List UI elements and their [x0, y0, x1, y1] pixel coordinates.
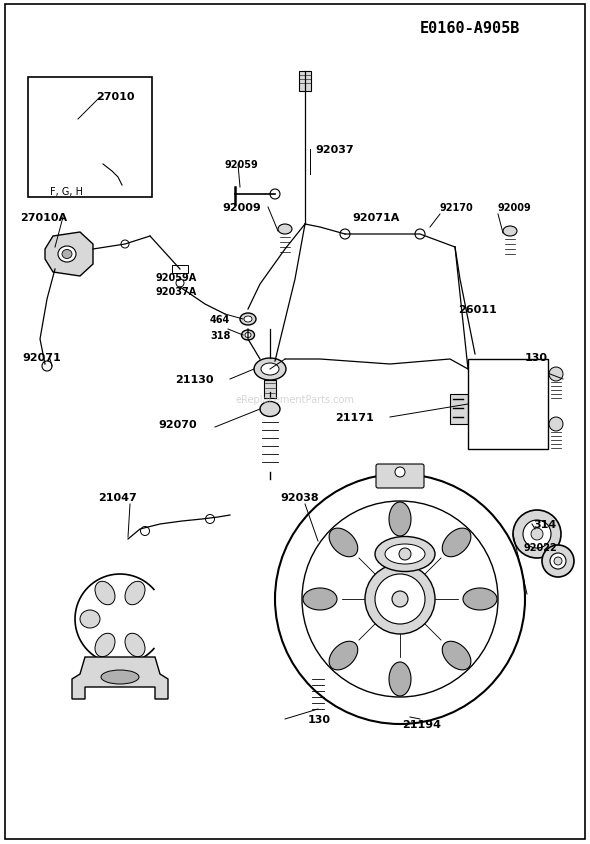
- Circle shape: [395, 468, 405, 478]
- Ellipse shape: [241, 331, 254, 341]
- Text: 464: 464: [210, 315, 230, 325]
- Bar: [28, 78, 152, 197]
- Circle shape: [549, 418, 563, 431]
- Text: 21047: 21047: [98, 492, 137, 502]
- Text: 92059A: 92059A: [155, 273, 196, 283]
- Text: 130: 130: [308, 714, 331, 724]
- Circle shape: [119, 182, 126, 189]
- Text: 92022: 92022: [524, 543, 558, 552]
- Ellipse shape: [254, 359, 286, 381]
- Ellipse shape: [101, 670, 139, 684]
- Text: 92037A: 92037A: [155, 287, 196, 296]
- Text: 21171: 21171: [335, 413, 373, 423]
- Ellipse shape: [385, 544, 425, 565]
- Ellipse shape: [389, 663, 411, 696]
- Text: 92070: 92070: [158, 419, 196, 430]
- Ellipse shape: [442, 641, 471, 670]
- Bar: [468, 360, 548, 450]
- Circle shape: [415, 230, 425, 240]
- Ellipse shape: [329, 528, 358, 557]
- Circle shape: [270, 190, 280, 200]
- Ellipse shape: [125, 582, 145, 605]
- Ellipse shape: [244, 316, 252, 322]
- Ellipse shape: [309, 669, 327, 679]
- Circle shape: [205, 515, 215, 524]
- Text: 92009: 92009: [222, 203, 261, 213]
- Bar: [299, 72, 311, 92]
- Text: 27010: 27010: [96, 92, 135, 102]
- Text: 318: 318: [210, 331, 230, 341]
- FancyBboxPatch shape: [376, 464, 424, 489]
- Circle shape: [42, 361, 52, 371]
- Ellipse shape: [375, 537, 435, 572]
- Text: 130: 130: [525, 353, 548, 363]
- Ellipse shape: [67, 132, 77, 140]
- Circle shape: [549, 368, 563, 381]
- Circle shape: [531, 528, 543, 540]
- Text: 26011: 26011: [458, 305, 497, 315]
- Text: E0160-A905B: E0160-A905B: [420, 20, 520, 35]
- Polygon shape: [52, 118, 95, 152]
- Ellipse shape: [463, 588, 497, 610]
- Circle shape: [275, 474, 525, 724]
- Circle shape: [513, 511, 561, 559]
- Ellipse shape: [442, 528, 471, 557]
- Circle shape: [523, 521, 551, 549]
- Bar: [314, 541, 322, 577]
- Circle shape: [302, 501, 498, 697]
- Bar: [172, 266, 188, 273]
- Text: 314: 314: [533, 519, 556, 529]
- Text: 92037: 92037: [315, 145, 353, 154]
- Ellipse shape: [260, 402, 280, 417]
- Circle shape: [176, 279, 184, 288]
- Circle shape: [340, 230, 350, 240]
- Ellipse shape: [64, 129, 80, 143]
- Text: 92170: 92170: [440, 203, 474, 213]
- Circle shape: [140, 527, 149, 536]
- Text: 21130: 21130: [175, 375, 214, 385]
- Bar: [450, 394, 468, 425]
- Ellipse shape: [261, 364, 279, 376]
- Ellipse shape: [245, 333, 251, 338]
- Ellipse shape: [58, 246, 76, 262]
- Text: 92009: 92009: [498, 203, 532, 213]
- Text: eReplacementParts.com: eReplacementParts.com: [235, 394, 355, 404]
- Ellipse shape: [329, 641, 358, 670]
- Ellipse shape: [62, 250, 72, 259]
- Circle shape: [392, 592, 408, 608]
- Circle shape: [542, 545, 574, 577]
- Text: F, G, H: F, G, H: [50, 187, 83, 197]
- Circle shape: [399, 549, 411, 560]
- Text: 27010A: 27010A: [20, 213, 67, 223]
- Ellipse shape: [240, 314, 256, 326]
- Polygon shape: [82, 145, 108, 170]
- Text: 21194: 21194: [402, 719, 441, 729]
- Circle shape: [365, 565, 435, 634]
- Polygon shape: [45, 233, 93, 277]
- Text: 92071: 92071: [22, 353, 61, 363]
- Text: 92059: 92059: [225, 160, 259, 170]
- Circle shape: [554, 557, 562, 565]
- Circle shape: [121, 241, 129, 249]
- Ellipse shape: [303, 588, 337, 610]
- Text: 92038: 92038: [280, 492, 319, 502]
- Circle shape: [375, 574, 425, 625]
- Ellipse shape: [95, 634, 115, 657]
- Bar: [264, 381, 276, 398]
- Ellipse shape: [125, 634, 145, 657]
- Ellipse shape: [389, 502, 411, 537]
- Polygon shape: [72, 657, 168, 699]
- Ellipse shape: [503, 227, 517, 236]
- Ellipse shape: [80, 610, 100, 628]
- Text: 92071A: 92071A: [352, 213, 399, 223]
- Ellipse shape: [95, 582, 115, 605]
- Ellipse shape: [278, 225, 292, 235]
- Circle shape: [550, 554, 566, 570]
